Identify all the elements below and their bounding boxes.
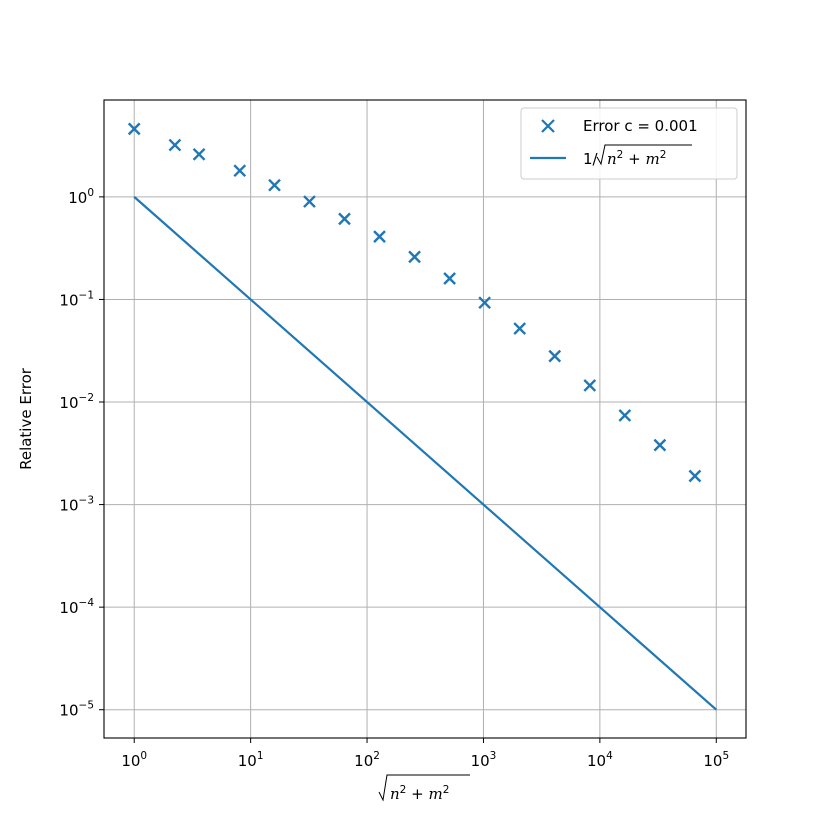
x-tick-label: 103 (471, 750, 497, 770)
error-point-marker (338, 212, 351, 226)
y-tick-label: 10−4 (59, 597, 94, 617)
svg-text:1/: 1/ (583, 150, 599, 168)
x-axis-title: n2 + m2 (378, 774, 470, 803)
legend-label-error: Error c = 0.001 (583, 117, 698, 135)
error-point-marker (513, 322, 527, 335)
x-tick-label: 102 (354, 750, 380, 770)
x-axis-title-radical (378, 774, 470, 802)
y-axis-ticks: 100 10−1 10−2 10−3 10−4 10−5 (59, 187, 104, 720)
error-point-marker (373, 230, 386, 243)
y-tick-label: 10−5 (59, 700, 94, 720)
y-tick-label: 10−1 (59, 289, 94, 309)
y-tick-label: 10−2 (59, 392, 94, 412)
svg-text:n2 + m2: n2 + m2 (607, 149, 666, 168)
legend-marker-x (541, 119, 555, 133)
plot-area-frame (103, 99, 747, 739)
error-point-marker (303, 195, 316, 208)
x-tick-label: 105 (703, 750, 729, 770)
error-point-marker (548, 349, 562, 363)
error-point-marker (268, 178, 281, 192)
x-axis-ticks: 100 101 102 103 104 105 (121, 738, 729, 770)
y-tick-label: 100 (68, 187, 94, 207)
legend: Error c = 0.001 1/ n2 + m2 (520, 107, 738, 180)
error-point-marker (653, 438, 667, 452)
reference-line (133, 196, 718, 711)
error-point-marker (233, 164, 247, 178)
x-axis-title-text: n2 + m2 (390, 784, 449, 803)
x-tick-label: 104 (587, 750, 613, 770)
grid-lines (104, 100, 746, 738)
error-point-marker (688, 469, 702, 483)
x-tick-label: 101 (238, 750, 264, 770)
error-point-marker (583, 379, 597, 392)
y-tick-label: 10−3 (59, 495, 94, 515)
error-point-marker (478, 296, 492, 310)
legend-label-reference: 1/ n2 + m2 (583, 144, 692, 168)
y-axis-title: Relative Error (17, 367, 35, 470)
error-point-marker (618, 409, 632, 422)
x-tick-label: 100 (121, 750, 147, 770)
error-point-marker (168, 138, 182, 152)
error-point-marker (443, 272, 456, 285)
line-series (133, 196, 718, 711)
legend-box (520, 107, 738, 180)
error-point-marker (192, 147, 206, 161)
error-point-marker (408, 250, 421, 264)
scatter-series (127, 122, 702, 483)
error-point-marker (127, 122, 141, 136)
